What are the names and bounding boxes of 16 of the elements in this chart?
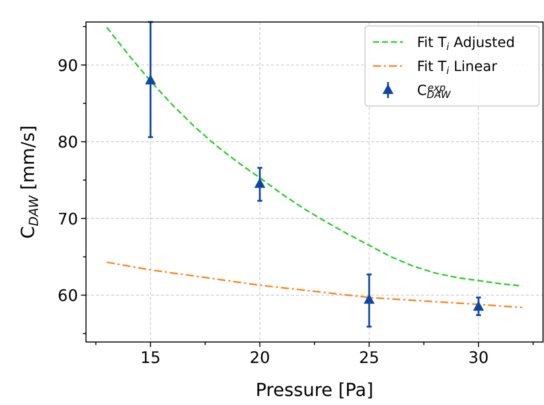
y-tick-label: 80 (58, 132, 78, 152)
legend-label: Fit T$_{i}$ Adjusted (417, 35, 515, 53)
x-tick-label: 30 (468, 348, 489, 367)
legend-label: Fit T$_{i}$ Linear (417, 59, 498, 77)
y-tick-label: 60 (58, 286, 78, 306)
point (254, 178, 266, 188)
point (364, 294, 375, 304)
x-axis-title: Pressure [Pa] (256, 380, 374, 401)
point (145, 74, 156, 84)
y-tick-label: 70 (58, 209, 78, 228)
x-tick-label: 25 (358, 348, 380, 367)
x-tick-label: 20 (250, 348, 270, 367)
x-tick-label: 15 (140, 348, 161, 367)
point (472, 300, 484, 311)
y-tick-label: 90 (58, 56, 78, 75)
line-series (106, 26, 523, 287)
